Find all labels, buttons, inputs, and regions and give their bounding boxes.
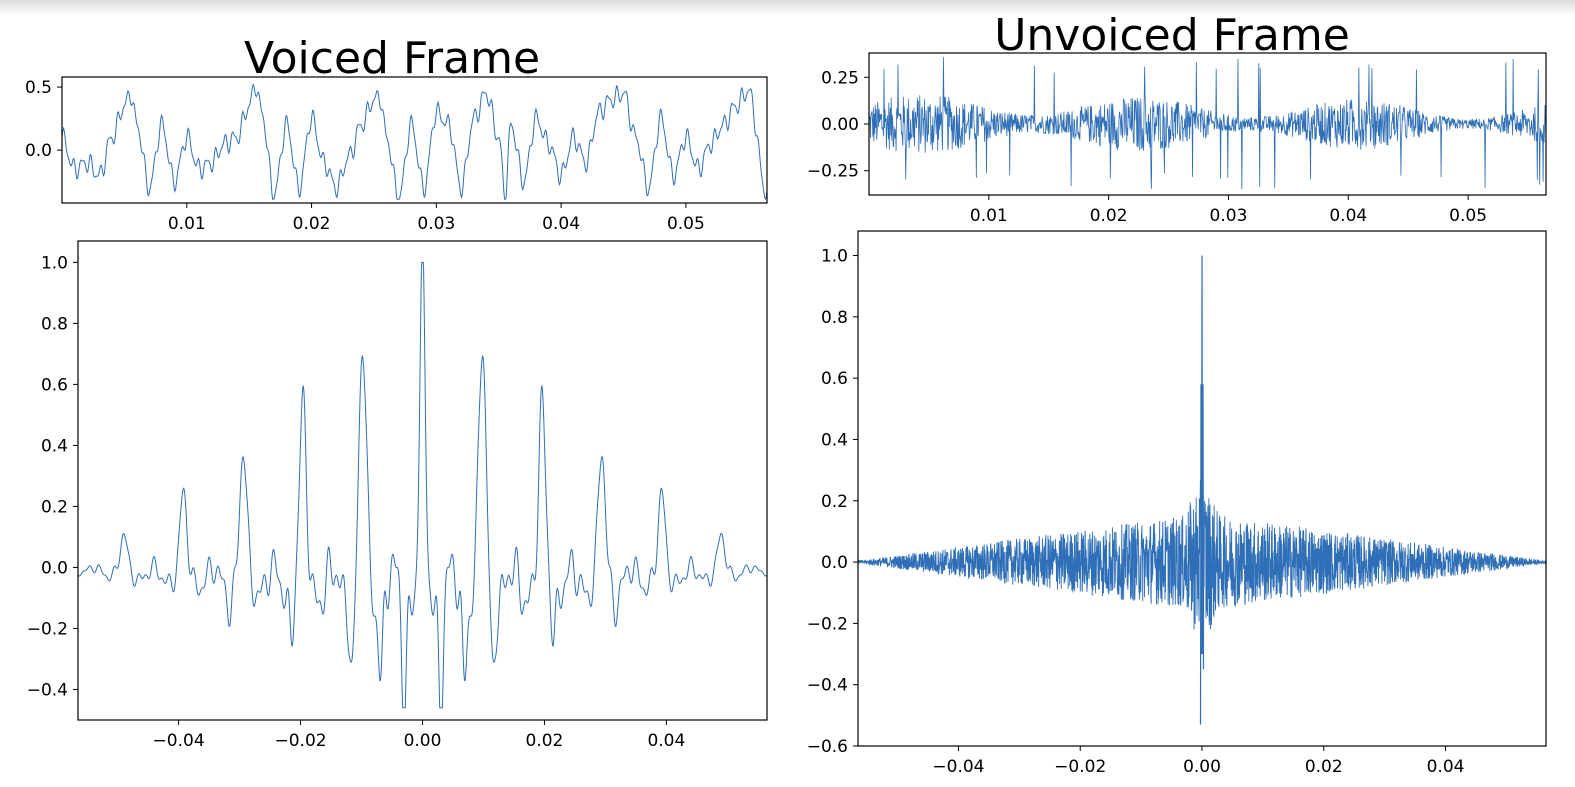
- voiced-autocorrelation-frame: [77, 240, 768, 721]
- unvoiced-waveform-frame: [868, 52, 1547, 196]
- unvoiced-autocorrelation-axes: −0.04 −0.02 0.00 0.02 0.04 −0.6 −0.4 −0.2 0.0 0.2…: [807, 230, 1547, 777]
- x-tick-label: −0.02: [1054, 757, 1106, 777]
- x-tick-label: 0.03: [417, 214, 455, 234]
- y-tick-label: 0.0: [41, 558, 68, 578]
- x-tick-label: 0.05: [667, 214, 705, 234]
- x-tick-label: 0.02: [526, 731, 564, 751]
- voiced-waveform-series-line: [62, 83, 767, 201]
- y-tick-label: 0.4: [821, 430, 848, 450]
- y-tick-label: 0.8: [41, 314, 68, 334]
- unvoiced-waveform-axes: 0.01 0.02 0.03 0.04 0.05 −0.25 0.00 0.25 Unvoice…: [807, 10, 1547, 226]
- x-tick-label: 0.03: [1210, 206, 1248, 226]
- y-tick-label: 0.6: [41, 375, 68, 395]
- x-tick-label: 0.00: [1183, 757, 1221, 777]
- x-tick-label: 0.01: [168, 214, 206, 234]
- y-tick-label: −0.2: [807, 614, 848, 634]
- x-tick-label: −0.04: [153, 731, 205, 751]
- x-tick-label: 0.02: [1090, 206, 1128, 226]
- unvoiced-frame-title: Unvoiced Frame: [994, 10, 1350, 61]
- x-tick-label: 0.00: [404, 731, 442, 751]
- x-tick-label: 0.02: [293, 214, 331, 234]
- x-tick-label: 0.04: [542, 214, 580, 234]
- y-tick-label: −0.4: [27, 680, 68, 700]
- y-tick-label: −0.2: [27, 619, 68, 639]
- y-tick-label: 0.2: [821, 492, 848, 512]
- y-tick-label: 0.6: [821, 369, 848, 389]
- x-tick-label: 0.05: [1449, 206, 1487, 226]
- y-tick-label: 0.00: [821, 115, 859, 135]
- y-tick-label: 0.8: [821, 308, 848, 328]
- y-tick-label: 0.0: [25, 141, 52, 161]
- y-tick-label: −0.4: [807, 676, 848, 696]
- y-tick-label: 1.0: [41, 253, 68, 273]
- unvoiced-autocorrelation-center-spike: [1199, 255, 1205, 725]
- voiced-waveform-axes: 0.01 0.02 0.03 0.04 0.05 0.0 0.5 Voiced Frame: [25, 33, 768, 234]
- y-tick-label: −0.6: [807, 737, 848, 757]
- y-tick-label: 0.4: [41, 436, 68, 456]
- x-tick-label: 0.04: [1329, 206, 1367, 226]
- unvoiced-waveform-series-line: [868, 57, 1547, 190]
- voiced-autocorrelation-axes: −0.04 −0.02 0.00 0.02 0.04 −0.4 −0.2 0.0 0.2 0.4 0…: [27, 240, 768, 751]
- y-tick-label: 0.0: [821, 553, 848, 573]
- x-tick-label: 0.02: [1305, 757, 1343, 777]
- y-tick-label: 0.25: [821, 68, 859, 88]
- unvoiced-autocorrelation-frame: [857, 230, 1547, 747]
- voiced-frame-title: Voiced Frame: [244, 33, 540, 84]
- y-tick-label: 1.0: [821, 247, 848, 267]
- window-top-shade: [0, 0, 1575, 16]
- y-tick-label: 0.5: [25, 78, 52, 98]
- voiced-waveform-frame: [61, 76, 768, 204]
- x-tick-label: 0.04: [1427, 757, 1465, 777]
- x-tick-label: 0.04: [647, 731, 685, 751]
- x-tick-label: 0.01: [970, 206, 1008, 226]
- y-tick-label: 0.2: [41, 497, 68, 517]
- x-tick-label: −0.04: [932, 757, 984, 777]
- x-tick-label: −0.02: [274, 731, 326, 751]
- y-tick-label: −0.25: [807, 162, 859, 182]
- voiced-autocorrelation-series-line: [77, 261, 768, 709]
